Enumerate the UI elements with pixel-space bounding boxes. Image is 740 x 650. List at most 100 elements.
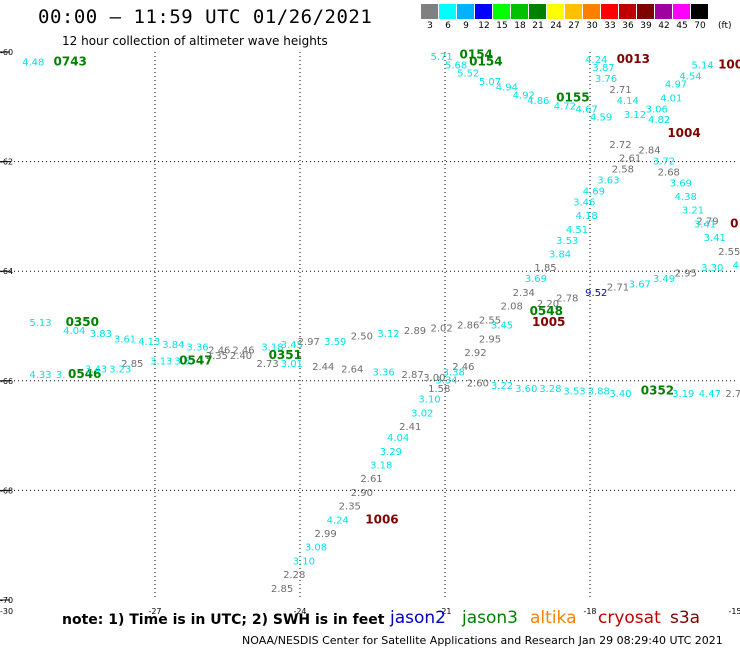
- wave-height-label: 2.55: [479, 315, 501, 326]
- wave-height-label: 3.01: [281, 359, 303, 370]
- wave-height-label: 2.87: [402, 370, 424, 381]
- pass-time-label: 0546: [68, 367, 101, 381]
- legend-label: 36: [622, 21, 634, 31]
- wave-height-label: 3.10: [418, 395, 440, 406]
- wave-height-label: 3.19: [672, 389, 694, 400]
- wave-height-label: 3.76: [595, 74, 617, 85]
- wave-height-label: 3.53: [556, 236, 578, 247]
- wave-height-label: 3.61: [114, 334, 136, 345]
- legend-label: 27: [568, 21, 580, 31]
- wave-height-label: 2.99: [315, 529, 337, 540]
- wave-height-label: 2.34: [513, 288, 535, 299]
- wave-height-label: 5.52: [457, 69, 479, 80]
- legend-swatch: 3: [421, 4, 439, 31]
- wave-height-label: 2.61: [619, 154, 641, 165]
- mission-s3a: s3a: [670, 608, 701, 628]
- legend-swatch: 36: [619, 4, 637, 31]
- mission-jason2: jason2: [390, 608, 446, 628]
- legend-swatch: 45: [673, 4, 691, 31]
- wave-height-label: 4.59: [590, 113, 612, 124]
- legend-swatch: 39: [637, 4, 655, 31]
- wave-height-label: 4.01: [660, 93, 682, 104]
- legend-swatch: 27: [565, 4, 583, 31]
- pass-time-label: 0352: [641, 384, 674, 398]
- legend-swatch: 33: [601, 4, 619, 31]
- lon-tick-label: -18: [583, 607, 596, 616]
- wave-height-label: 3.49: [653, 274, 675, 285]
- legend-label: 33: [604, 21, 616, 31]
- wave-height-label: 3.38: [443, 367, 465, 378]
- wave-height-label: 2.35: [339, 502, 361, 513]
- wave-height-label: 3.: [56, 370, 66, 381]
- wave-height-label: 2.61: [360, 474, 382, 485]
- credit-line: NOAA/NESDIS Center for Satellite Applica…: [242, 634, 723, 647]
- wave-height-label: 2.89: [404, 326, 426, 337]
- wave-height-label: 3.36: [186, 343, 208, 354]
- color-legend: 3 6 9 12 15 18 21 24 27 30 33 36 39 42 45 70: [421, 4, 709, 31]
- wave-height-label: 3.30: [701, 263, 723, 274]
- wave-height-label: 5.68: [445, 60, 467, 71]
- wave-height-label: 2.73: [257, 359, 279, 370]
- wave-height-label: 4.18: [576, 211, 598, 222]
- lat-tick-label: -66: [0, 377, 13, 386]
- wave-height-label: 3.53: [563, 387, 585, 398]
- wave-height-label: 4.33: [29, 370, 51, 381]
- legend-swatch: 30: [583, 4, 601, 31]
- wave-height-label: 3.10: [293, 556, 315, 567]
- wave-height-label: 4.24: [585, 55, 607, 66]
- wave-height-label: 3.12: [377, 329, 399, 340]
- wave-height-label: 2.85: [271, 584, 293, 595]
- legend-label: 18: [514, 21, 526, 31]
- legend-unit: (ft): [718, 21, 732, 31]
- legend-swatch: 21: [529, 4, 547, 31]
- wave-height-label: 2.95: [479, 334, 501, 345]
- wave-height-label: 3.29: [380, 447, 402, 458]
- wave-height-label: 2.84: [638, 145, 660, 156]
- wave-height-label: 2.60: [467, 378, 489, 389]
- wave-height-label: 2.64: [341, 365, 363, 376]
- wave-height-label: 2.78: [556, 293, 578, 304]
- wave-height-label: 4.38: [675, 192, 697, 203]
- pass-time-label: 0547: [179, 353, 212, 367]
- wave-height-label: 2.02: [431, 323, 453, 334]
- lat-tick-label: -62: [0, 158, 13, 167]
- wave-height-label: 3.83: [90, 329, 112, 340]
- legend-swatch: 24: [547, 4, 565, 31]
- wave-height-label: 2.46: [208, 345, 230, 356]
- legend-label: 45: [676, 21, 688, 31]
- lon-tick-label: -27: [148, 607, 161, 616]
- wave-height-label: 1.58: [428, 384, 450, 395]
- legend-label: 30: [586, 21, 598, 31]
- legend-label: 6: [445, 21, 451, 31]
- wave-height-label: 3.23: [109, 365, 131, 376]
- legend-swatch: 9: [457, 4, 475, 31]
- page-title: 00:00 – 11:59 UTC 01/26/2021: [38, 6, 373, 28]
- legend-swatch: 70: [691, 4, 709, 31]
- wave-height-label: 2.86: [457, 321, 479, 332]
- lat-tick-label: -68: [0, 486, 13, 495]
- lon-tick-label: -30: [0, 607, 13, 616]
- wave-height-label: 2.20: [537, 299, 559, 310]
- legend-label: 24: [550, 21, 562, 31]
- wave-height-label: 3.06: [646, 104, 668, 115]
- wave-height-label: 3.46: [573, 197, 595, 208]
- wave-height-label: 3.45: [491, 321, 513, 332]
- wave-height-label: 3.87: [592, 63, 614, 74]
- pass-time-label: 0743: [54, 55, 87, 69]
- pass-time-label: 0: [730, 216, 738, 230]
- wave-height-label: 4.67: [576, 104, 598, 115]
- lon-tick-label: -24: [293, 607, 306, 616]
- pass-time-label: 1006: [365, 512, 398, 526]
- wave-height-label: 4.97: [665, 80, 687, 91]
- wave-height-label: 2.92: [464, 348, 486, 359]
- wave-height-label: 3.60: [515, 384, 537, 395]
- pass-time-label: 0013: [617, 52, 650, 66]
- mission-cryosat: cryosat: [598, 608, 661, 628]
- wave-height-label: 3.08: [305, 543, 327, 554]
- pass-time-label: 1005: [532, 315, 565, 329]
- mission-jason3: jason3: [462, 608, 518, 628]
- wave-height-label: 4.24: [327, 515, 349, 526]
- wave-height-label: 2.71: [609, 85, 631, 96]
- wave-height-label: 3.84: [549, 250, 571, 261]
